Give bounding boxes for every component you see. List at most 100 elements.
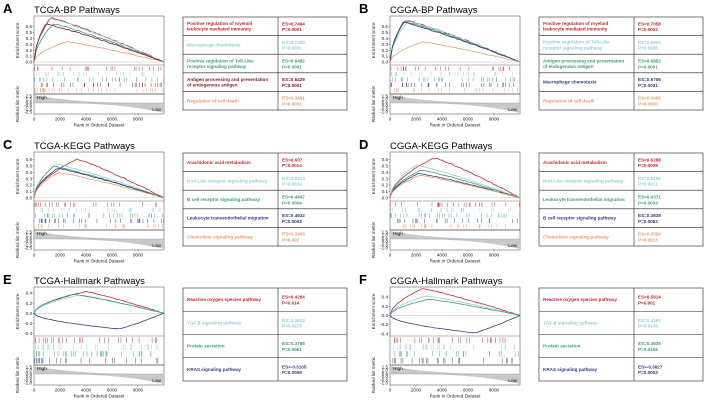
metric-tick-label: 0.0: [382, 374, 389, 379]
es-curve-1: [33, 291, 165, 314]
es-tick-label: 0.5: [26, 30, 33, 35]
x-axis-title: Rank in Ordered Dataset: [430, 123, 482, 128]
legend-es-value: ES=-0.3827: [638, 364, 663, 369]
legend-pathway-name: B cell receptor signaling pathway: [543, 216, 616, 221]
metric-tick-label: -1.0: [24, 381, 32, 386]
legend-pathway-name: TGF-β signaling pathway: [543, 320, 598, 325]
metric-tick-label: -1.0: [380, 246, 388, 251]
legend-p-value: P=0.014: [282, 300, 300, 305]
es-tick-label: 0.3: [382, 176, 389, 181]
legend-p-value: P=0.0024: [282, 182, 302, 187]
legend-es-value: ES=0.7430: [282, 40, 305, 45]
legend-name-line: Reactive oxygen species pathway: [543, 297, 617, 302]
legend-name-line: B cell receptor signaling pathway: [543, 216, 616, 221]
panel-letter: D: [359, 137, 368, 152]
legend-pathway-name: Positive regulation of myeloid leukocyte …: [187, 21, 253, 32]
metric-tick-label: -1.0: [380, 381, 388, 386]
legend-name-line: Antigen processing and presentation: [543, 58, 624, 63]
es-curve-2: [33, 294, 165, 314]
es-tick-label: 0.6: [26, 157, 33, 162]
legend-pathway-name: B cell receptor signaling pathway: [187, 197, 260, 202]
high-label: High: [37, 95, 47, 101]
x-tick-label: 0: [33, 117, 36, 122]
es-tick-label: 0.1: [26, 54, 33, 59]
legend-es-value: ES=0.4947: [282, 195, 305, 200]
panel-d: D CGGA-KEGG Pathways0.60.50.40.30.20.10.0…: [359, 137, 704, 264]
legend-p-value: P=0.0001: [638, 64, 658, 69]
legend-p-value: P=0.0003: [282, 219, 302, 224]
legend-name-line: TGF-β signaling pathway: [543, 320, 598, 325]
legend-pathway-name: Antigen processing and presentation of en…: [187, 77, 268, 88]
es-tick-label: 0.5: [382, 30, 389, 35]
low-label: Low: [152, 243, 161, 249]
legend-es-value: ES=0.607: [282, 157, 303, 162]
es-tick-label: 0.0: [382, 313, 389, 318]
legend-name-line: Antigen processing and presentation: [187, 77, 268, 82]
legend-es-value: ES=0.6482: [282, 59, 305, 64]
es-curve-1: [389, 20, 521, 63]
es-tick-label: 0.1: [382, 54, 389, 59]
metric-tick-label: 1.5: [382, 365, 389, 370]
legend-table: [538, 152, 704, 247]
legend-pathway-name: Nod-Like receptor signaling pathway: [187, 179, 268, 184]
es-curve-3: [389, 170, 521, 199]
metric-tick-label: -1.5: [24, 106, 32, 111]
es-tick-label: 0.6: [382, 24, 389, 29]
es-frame: [389, 151, 521, 231]
legend-es-value: ES=0.3408: [638, 96, 661, 101]
x-tick-label: 6000: [463, 117, 474, 122]
es-tick-label: 0.6: [382, 157, 389, 162]
legend-p-value: P=0.0001: [282, 64, 302, 69]
legend-es-value: ES=0.4263: [638, 318, 661, 323]
legend-name-line: Positive regulation of myeloid: [187, 21, 253, 26]
metric-tick-label: 0.5: [382, 371, 389, 376]
metric-tick-label: -0.5: [380, 377, 388, 382]
legend-pathway-name: Reactive oxygen species pathway: [187, 297, 261, 302]
x-tick-label: 4000: [437, 388, 448, 393]
legend-name-line: Chemokine signaling pathway: [543, 234, 609, 239]
es-tick-label: 0.3: [26, 42, 33, 47]
legend-pathway-name: Regulation of cell death: [543, 98, 595, 103]
es-curve-3: [33, 165, 165, 199]
metric-area-neg: [34, 239, 164, 249]
es-tick-label: 0.2: [382, 48, 389, 53]
legend-es-value: ES=0.5150: [638, 176, 661, 181]
es-tick-label: 0.4: [382, 36, 389, 41]
es-tick-label: 0.4: [26, 170, 33, 175]
legend-name-line: of endogenous antigen: [187, 83, 238, 88]
x-tick-label: 6000: [463, 253, 474, 258]
es-axis-title: Enrichment score: [15, 22, 20, 58]
legend-es-value: ES=0.3963: [282, 232, 305, 237]
legend-es-value: ES=0.7058: [638, 21, 661, 26]
panel-c: C TCGA-KEGG Pathways0.60.50.40.30.20.10.0…: [3, 137, 348, 264]
legend-name-line: KRAS signaling pathway: [543, 367, 598, 372]
legend-p-value: P=0.0033: [638, 200, 658, 205]
legend-es-value: ES=0.3758: [282, 341, 305, 346]
legend-es-value: ES=0.3535: [638, 341, 661, 346]
legend-name-line: Regulation of cell death: [543, 98, 595, 103]
legend-p-value: P=0.0013: [638, 238, 658, 243]
legend-pathway-name: Regulation of cell death: [187, 98, 239, 103]
legend-p-value: P=0.0011: [638, 182, 658, 187]
es-curve-1: [389, 288, 521, 316]
x-tick-label: 4000: [437, 117, 448, 122]
legend-p-value: P=0.0004: [282, 200, 302, 205]
legend-p-value: P=0.0082: [638, 219, 658, 224]
legend-pathway-name: Antigen processing and presentation of en…: [543, 58, 624, 69]
es-curve-1: [33, 17, 165, 63]
es-curve-4: [389, 21, 521, 63]
x-tick-label: 8000: [133, 117, 144, 122]
panel-title: CGGA-BP Pathways: [390, 5, 478, 16]
legend-table: [182, 152, 348, 247]
high-label: High: [393, 231, 403, 237]
es-axis-title: Enrichment score: [371, 293, 376, 329]
legend-es-value: ES=0.4284: [282, 295, 305, 300]
legend-table: [538, 16, 704, 111]
legend-es-value: ES=0.5814: [638, 295, 661, 300]
panel-title: TCGA-BP Pathways: [34, 5, 120, 16]
x-tick-label: 4000: [81, 253, 92, 258]
x-tick-label: 2000: [55, 388, 66, 393]
x-tick-label: 4000: [81, 388, 92, 393]
legend-name-line: Macrophage chemotaxis: [187, 43, 241, 48]
